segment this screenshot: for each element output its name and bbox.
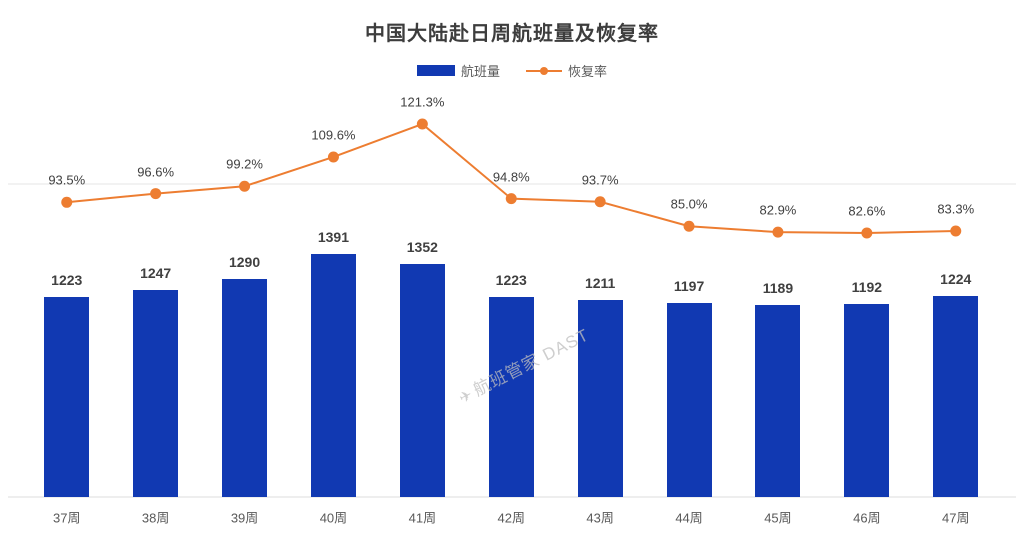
bar-45周 <box>755 305 801 497</box>
legend: 航班量 恢复率 <box>0 61 1024 80</box>
bar-42周 <box>488 296 534 497</box>
bar-value-label: 1197 <box>673 278 705 295</box>
line-point <box>505 193 517 205</box>
x-axis-label: 46周 <box>853 510 881 526</box>
line-value-label: 93.5% <box>48 172 86 188</box>
line-point <box>416 118 428 130</box>
x-axis-label: 40周 <box>319 510 348 526</box>
bar-value-label: 1247 <box>140 265 172 282</box>
line-swatch-icon <box>526 66 562 75</box>
line-point <box>772 226 784 238</box>
bar-41周 <box>399 263 445 497</box>
line-point <box>861 227 873 239</box>
bar-value-label: 1290 <box>228 254 261 271</box>
bar-38周 <box>133 290 179 497</box>
bar-37周 <box>44 296 90 497</box>
bar-value-label: 1391 <box>317 228 350 245</box>
bar-value-label: 1189 <box>762 280 794 297</box>
line-value-label: 85.0% <box>670 196 708 212</box>
line-value-label: 82.9% <box>759 202 797 218</box>
line-point <box>150 188 162 200</box>
bar-47周 <box>933 296 979 497</box>
line-point <box>594 196 606 208</box>
bar-value-label: 1223 <box>51 271 83 288</box>
bar-46周 <box>844 304 890 497</box>
line-value-label: 94.8% <box>492 169 530 185</box>
x-axis-label: 38周 <box>141 510 170 526</box>
legend-item-recovery-rate[interactable]: 恢复率 <box>526 61 607 80</box>
bar-43周 <box>577 299 623 497</box>
line-value-label: 96.6% <box>137 164 175 180</box>
bar-value-label: 1224 <box>940 271 972 288</box>
bar-44周 <box>666 303 712 497</box>
line-point <box>950 225 962 237</box>
line-swatch-dot-icon <box>540 66 548 75</box>
x-axis-label: 39周 <box>230 510 259 526</box>
chart-title: 中国大陆赴日周航班量及恢复率 <box>365 23 659 45</box>
line-value-label: 109.6% <box>311 127 356 143</box>
bar-value-label: 1192 <box>851 279 883 296</box>
line-point <box>61 196 73 208</box>
bar-39周 <box>222 279 268 497</box>
x-axis-label: 37周 <box>53 510 81 526</box>
bar-swatch-icon <box>416 65 455 76</box>
x-axis-label: 43周 <box>586 510 614 526</box>
line-point <box>327 151 339 163</box>
line-value-label: 93.7% <box>581 172 619 188</box>
x-axis-label: 47周 <box>942 510 970 526</box>
bar-value-label: 1223 <box>495 271 527 288</box>
line-value-label: 121.3% <box>400 94 445 110</box>
x-axis-label: 42周 <box>497 510 525 526</box>
line-value-label: 82.6% <box>848 203 886 219</box>
legend-label-recovery-rate: 恢复率 <box>568 64 608 79</box>
bar-value-label: 1211 <box>584 274 616 291</box>
line-point <box>683 220 695 232</box>
line-value-label: 83.3% <box>937 201 975 217</box>
bar-40周 <box>310 253 356 497</box>
legend-label-flight-volume: 航班量 <box>460 64 500 79</box>
legend-item-flight-volume[interactable]: 航班量 <box>416 61 500 80</box>
line-value-label: 99.2% <box>226 156 263 172</box>
bar-value-label: 1352 <box>406 238 438 255</box>
x-axis-label: 44周 <box>675 510 703 526</box>
line-point <box>239 180 251 192</box>
x-axis-label: 41周 <box>408 510 437 526</box>
x-axis-label: 45周 <box>764 510 792 526</box>
